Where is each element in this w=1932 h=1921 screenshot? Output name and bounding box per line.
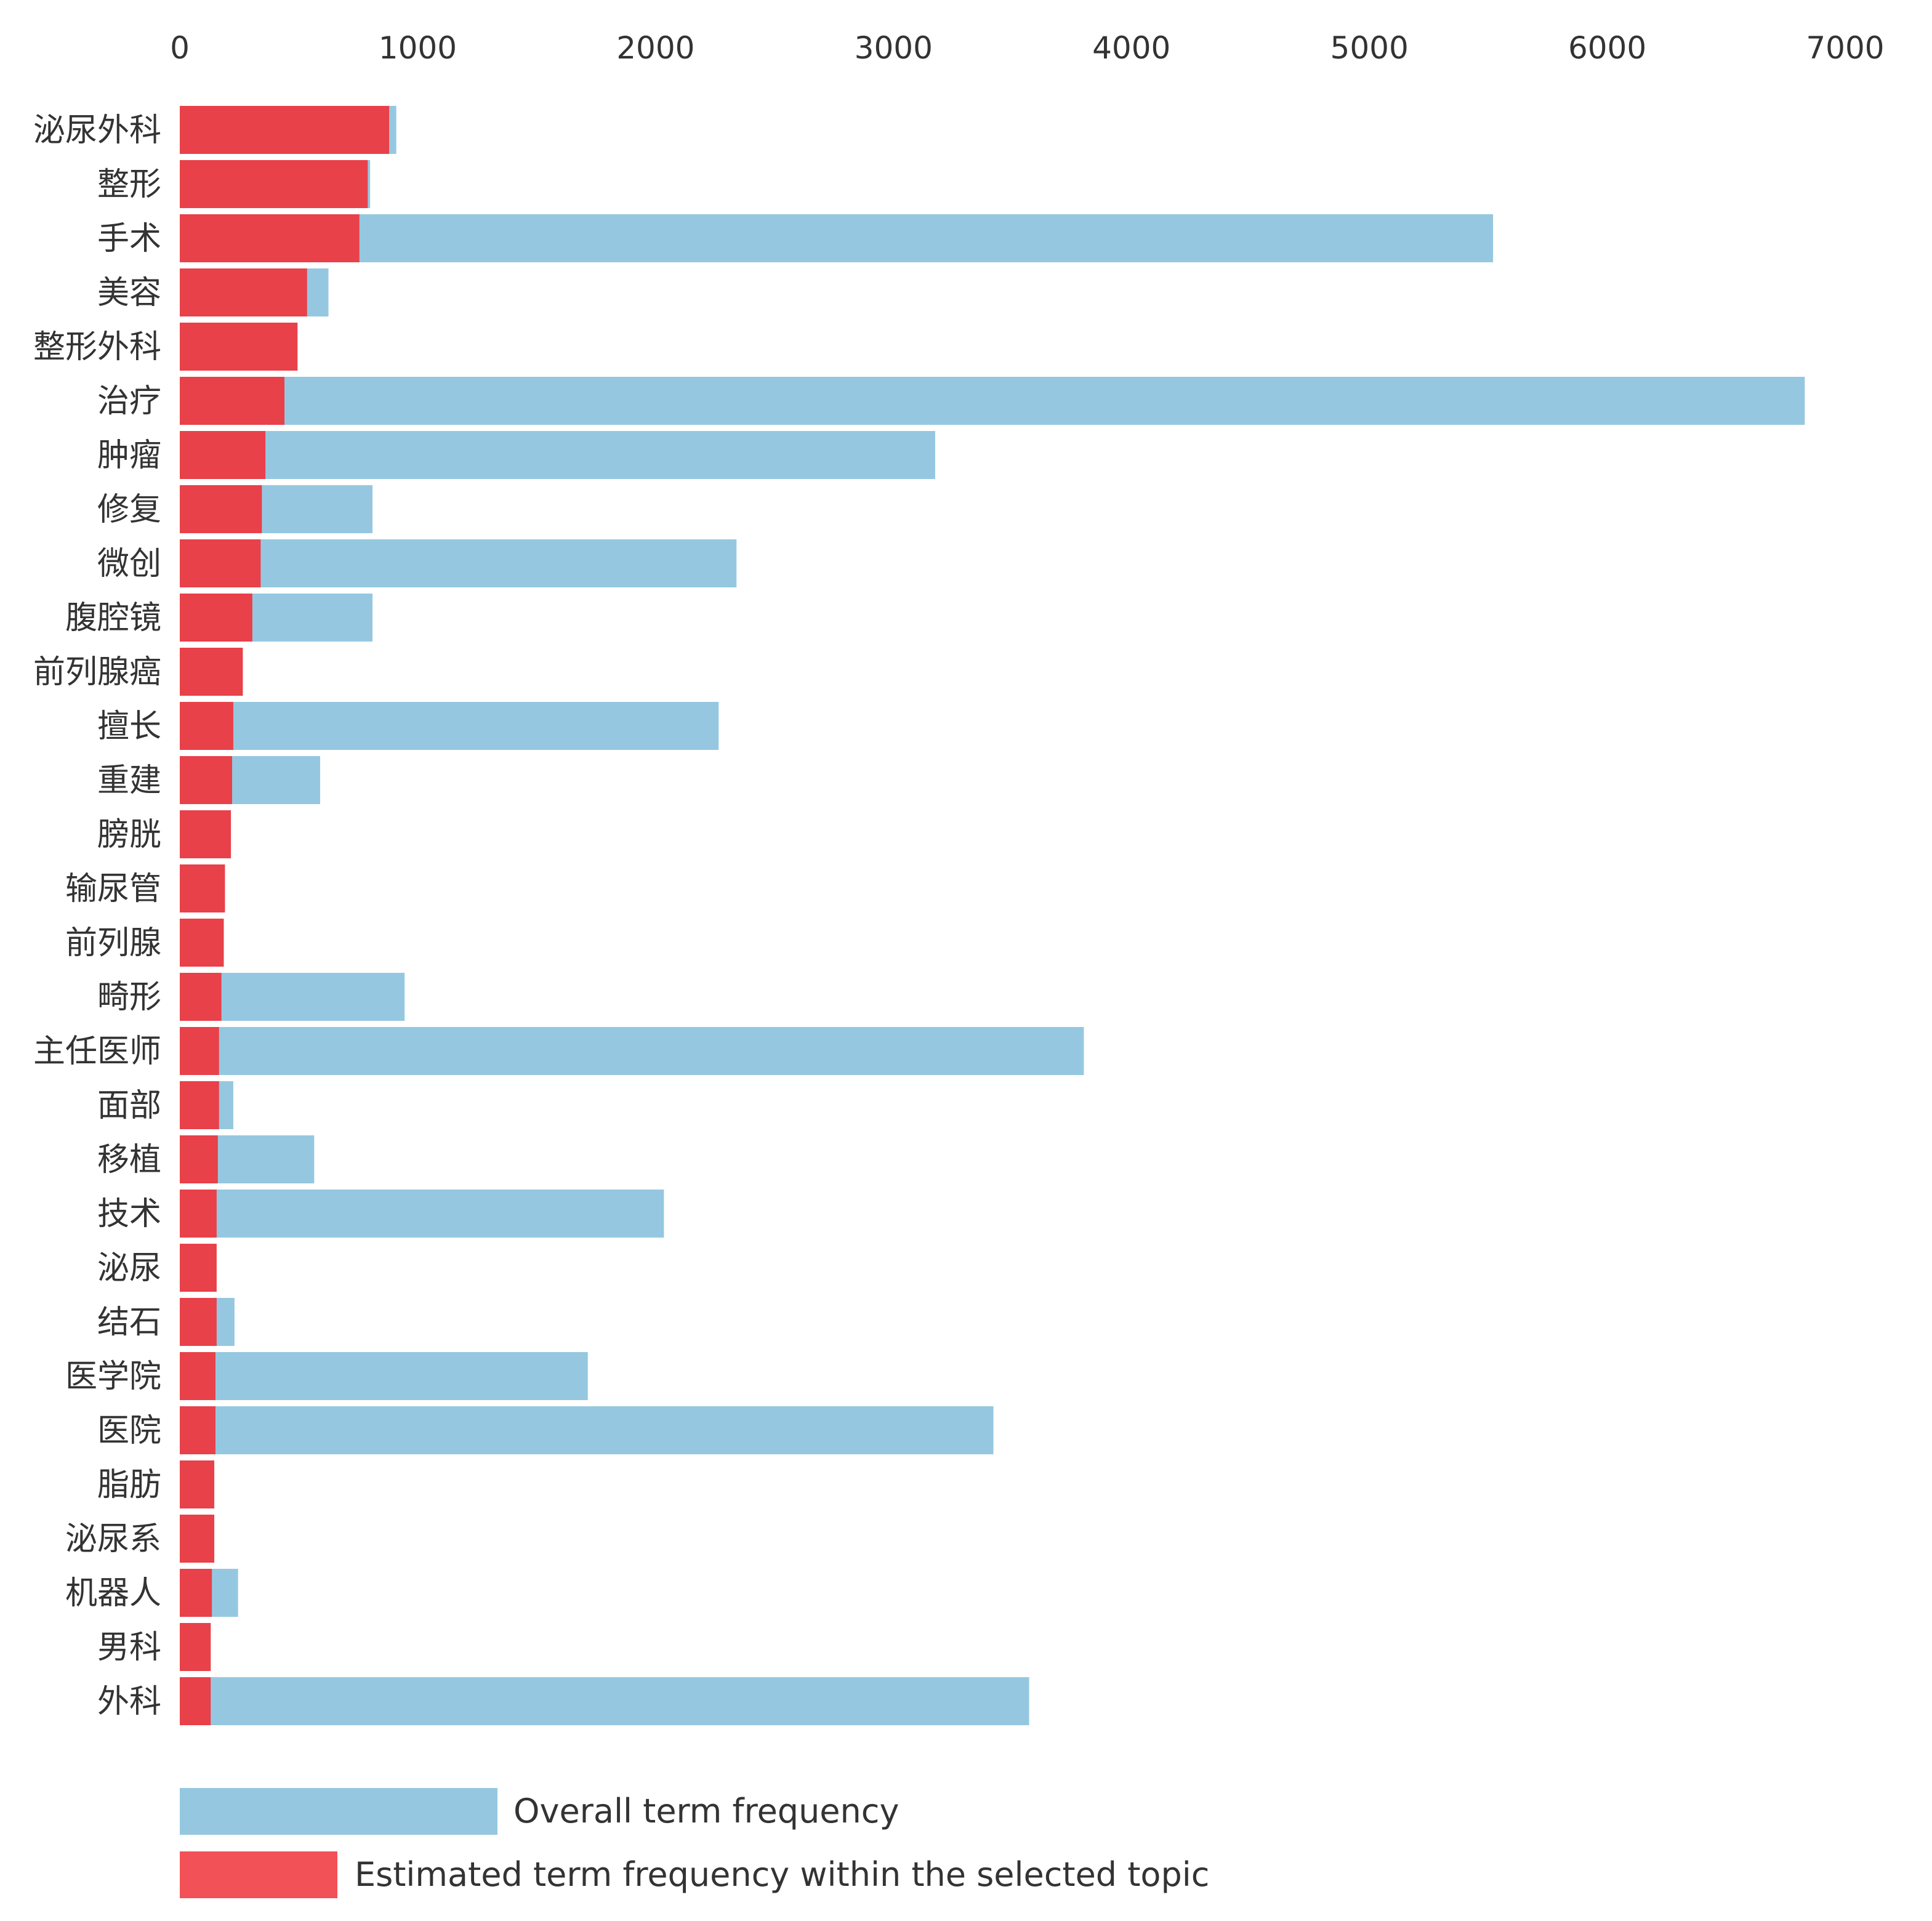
legend: Overall term frequency Estimated term fr…: [180, 1788, 1209, 1898]
term-label: 重建: [97, 762, 161, 799]
topic-bar: [180, 431, 266, 479]
topic-bar: [180, 214, 360, 262]
term-label: 输尿管: [65, 871, 161, 908]
term-label: 男科: [97, 1629, 161, 1666]
x-tick-label: 6000: [1568, 30, 1646, 66]
overall-bar: [180, 214, 1494, 262]
topic-bar: [180, 323, 298, 371]
overall-bar: [180, 1027, 1084, 1075]
topic-bar: [180, 1244, 217, 1292]
topic-bar: [180, 1298, 217, 1346]
topic-bar: [180, 485, 262, 533]
term-label: 整形: [97, 166, 161, 203]
topic-frequency-bars: [180, 106, 390, 1725]
term-label: 美容: [97, 275, 161, 312]
topic-bar: [180, 1027, 219, 1075]
legend-label-overall: Overall term frequency: [513, 1792, 899, 1830]
overall-frequency-bars: [180, 106, 1805, 1725]
overall-bar: [180, 1677, 1029, 1725]
topic-bar: [180, 1515, 215, 1563]
x-tick-label: 5000: [1330, 30, 1409, 66]
topic-bar: [180, 1081, 219, 1129]
term-label: 面部: [97, 1087, 161, 1124]
term-label: 前列腺: [65, 925, 161, 962]
topic-bar: [180, 648, 243, 696]
term-label: 肿瘤: [97, 437, 161, 474]
x-tick-label: 2000: [616, 30, 694, 66]
term-label: 泌尿外科: [33, 112, 161, 149]
x-tick-label: 1000: [379, 30, 457, 66]
topic-bar: [180, 1460, 215, 1508]
topic-bar: [180, 1623, 211, 1671]
term-label: 医院: [97, 1412, 161, 1449]
topic-bar: [180, 1677, 211, 1725]
term-label: 治疗: [97, 383, 161, 420]
term-label: 擅长: [97, 708, 161, 745]
topic-bar: [180, 160, 368, 208]
topic-bar: [180, 594, 252, 642]
term-label: 医学院: [65, 1358, 161, 1395]
overall-bar: [180, 1406, 994, 1454]
x-tick-label: 0: [170, 30, 190, 66]
overall-bar: [180, 1190, 664, 1238]
topic-bar: [180, 1135, 218, 1183]
term-label: 结石: [97, 1304, 161, 1341]
term-label: 整形外科: [33, 329, 161, 366]
overall-bar: [180, 1352, 588, 1400]
x-tick-label: 3000: [855, 30, 933, 66]
term-label: 机器人: [65, 1575, 161, 1612]
term-label: 技术: [97, 1196, 161, 1233]
term-label: 移植: [97, 1142, 161, 1178]
topic-bar: [180, 919, 224, 967]
term-label: 修复: [97, 491, 161, 528]
overall-bar: [180, 539, 737, 587]
topic-bar: [180, 1406, 215, 1454]
x-tick-label: 7000: [1806, 30, 1884, 66]
legend-swatch-topic: [180, 1851, 337, 1898]
term-label: 前列腺癌: [33, 654, 161, 691]
term-label: 泌尿: [97, 1250, 161, 1287]
term-label: 脂肪: [97, 1467, 161, 1504]
legend-label-topic: Estimated term frequency within the sele…: [355, 1855, 1209, 1894]
term-labels: 泌尿外科整形手术美容整形外科治疗肿瘤修复微创腹腔镜前列腺癌擅长重建膀胱输尿管前列…: [33, 112, 161, 1720]
overall-bar: [180, 702, 719, 750]
topic-bar: [180, 268, 307, 316]
topic-bar: [180, 1569, 212, 1617]
term-label: 泌尿系: [65, 1521, 161, 1558]
overall-bar: [180, 377, 1805, 425]
topic-bar: [180, 864, 225, 912]
term-label: 手术: [97, 220, 161, 257]
term-label: 畸形: [97, 979, 161, 1016]
topic-bar: [180, 539, 261, 587]
topic-bar: [180, 810, 231, 858]
overall-bar: [180, 431, 935, 479]
topic-bar: [180, 756, 233, 804]
term-label: 微创: [97, 546, 161, 582]
topic-bar: [180, 973, 222, 1021]
term-label: 主任医师: [33, 1033, 161, 1070]
term-label: 膀胱: [97, 816, 161, 853]
topic-bar: [180, 1190, 217, 1238]
term-label: 腹腔镜: [65, 600, 161, 637]
topic-bar: [180, 106, 390, 154]
x-tick-label: 4000: [1092, 30, 1170, 66]
x-axis-ticks: 0 1000 2000 3000 4000 5000 6000 7000: [170, 30, 1885, 66]
topic-bar: [180, 377, 285, 425]
legend-swatch-overall: [180, 1788, 497, 1835]
term-label: 外科: [97, 1683, 161, 1720]
topic-bar: [180, 702, 233, 750]
topic-bar: [180, 1352, 215, 1400]
